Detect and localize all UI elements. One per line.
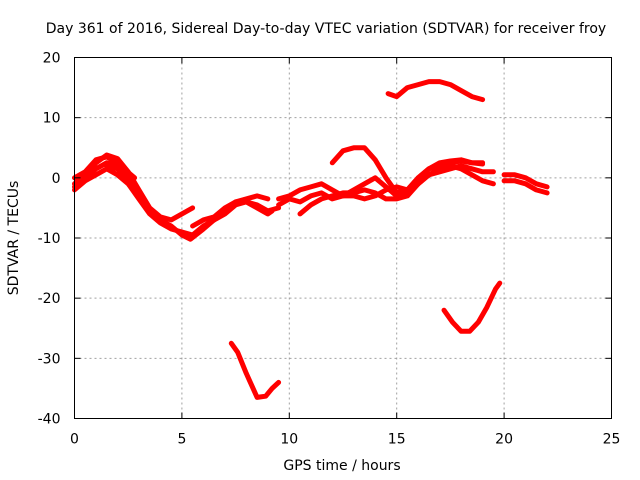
x-tick-label: 0 — [70, 432, 79, 448]
series-line-trace-12 — [385, 79, 486, 103]
y-tick-label: -10 — [38, 231, 61, 247]
y-tick-label: 10 — [43, 111, 61, 127]
y-tick-label: 0 — [52, 171, 61, 187]
series-line-trace-10 — [297, 163, 496, 217]
series-line-trace-14 — [501, 172, 550, 190]
series-line-trace-11 — [329, 145, 486, 196]
series-group — [72, 79, 550, 400]
y-tick-label: -30 — [38, 351, 61, 367]
y-axis-label: SDTVAR / TECUs — [6, 181, 22, 296]
x-tick-label: 25 — [603, 432, 621, 448]
x-tick-label: 5 — [177, 432, 186, 448]
ticks — [74, 57, 612, 419]
y-tick-label: -40 — [38, 412, 61, 428]
y-tick-labels: -40 -30 -20 -10 0 10 20 — [38, 51, 61, 428]
y-tick-label: -20 — [38, 291, 61, 307]
chart-title: Day 361 of 2016, Sidereal Day-to-day VTE… — [46, 21, 606, 37]
x-tick-label: 10 — [280, 432, 298, 448]
x-tick-label: 15 — [388, 432, 406, 448]
x-axis-label: GPS time / hours — [283, 458, 400, 474]
x-tick-labels: 0 5 10 15 20 25 — [70, 432, 620, 448]
series-line-trace-7 — [228, 340, 282, 400]
series-line-trace-15 — [501, 178, 550, 196]
y-tick-label: 20 — [43, 51, 61, 67]
series-line-trace-13 — [441, 280, 503, 334]
series-line-trace-4 — [72, 154, 138, 181]
series-line-trace-5 — [104, 163, 142, 196]
series-line-trace-6 — [190, 199, 275, 229]
x-tick-label: 20 — [495, 432, 513, 448]
grid — [74, 57, 612, 419]
